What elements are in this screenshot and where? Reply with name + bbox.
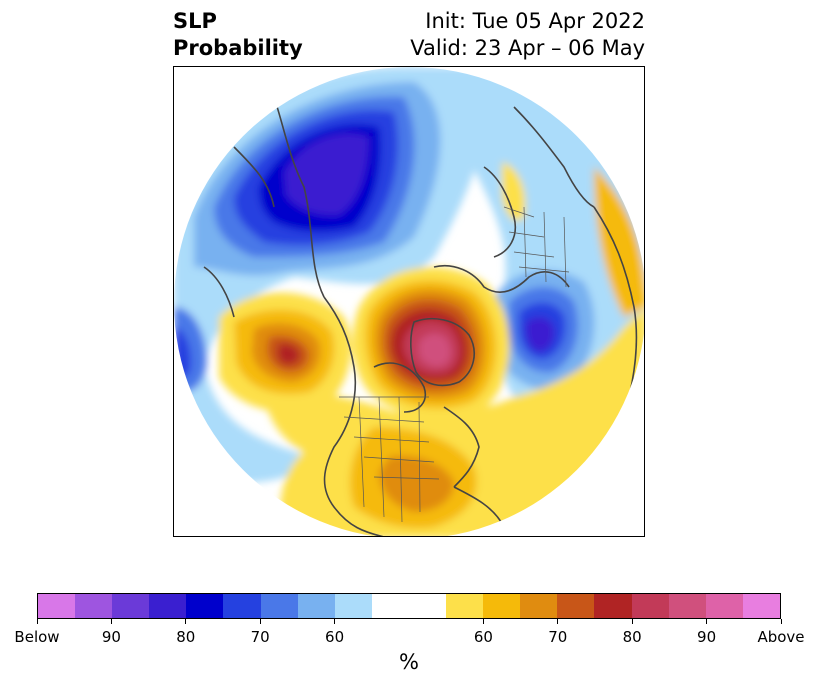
above-region-atlantic-east [594,167,644,317]
colorbar-segment [742,594,780,618]
title-right: Init: Tue 05 Apr 2022 Valid: 23 Apr – 06… [410,8,645,62]
colorbar-segment [75,594,113,618]
colorbar-segment [631,594,669,618]
colorbar-unit: % [399,650,419,674]
title-left: SLP Probability [173,8,303,62]
above-region-america-3 [379,455,454,512]
above-region-alaska-5 [277,343,300,365]
colorbar-segment [483,594,521,618]
colorbar-segment [446,594,484,618]
colorbar-tick-mark [110,619,112,624]
probability-map [174,67,644,536]
colorbar-tick-label: 60 [325,628,345,646]
above-region-greenland-7 [419,333,451,367]
colorbar-tick-label: Above [757,628,805,646]
colorbar-tick-label: 90 [697,628,717,646]
map-panel [173,66,645,537]
colorbar-segment [520,594,558,618]
colorbar-tick-mark [259,619,261,624]
colorbar-tick-label: 90 [101,628,121,646]
colorbar-segment [334,594,372,618]
colorbar-tick-mark [557,619,559,624]
colorbar-tick-mark [482,619,484,624]
valid-range: Valid: 23 Apr – 06 May [410,36,645,60]
colorbar-segment [260,594,298,618]
colorbar-segment [668,594,706,618]
title-variable: SLP [173,9,217,33]
colorbar-segment [186,594,224,618]
colorbar-tick-mark [185,619,187,624]
colorbar-segment [149,594,187,618]
below-region-europe-low-4 [525,316,555,352]
colorbar-tick-label: 70 [250,628,270,646]
colorbar-tick-mark [780,619,782,624]
colorbar-segment [38,594,76,618]
init-date: Init: Tue 05 Apr 2022 [425,9,645,33]
colorbar [37,593,781,619]
colorbar-tick-mark [334,619,336,624]
colorbar-tick-mark [631,619,633,624]
colorbar-segment [594,594,632,618]
colorbar-segment [408,594,447,618]
colorbar-tick-label: 80 [176,628,196,646]
colorbar-tick-label: 70 [548,628,568,646]
colorbar-tick-label: 60 [473,628,493,646]
colorbar-segment [112,594,150,618]
colorbar-tick-label: 80 [622,628,642,646]
colorbar-tick-mark [706,619,708,624]
colorbar-tick-label: Below [14,628,60,646]
colorbar-segment [557,594,595,618]
above-region-scandinavia [502,162,526,221]
title-product: Probability [173,36,303,60]
colorbar-segment [705,594,743,618]
colorbar-segment [371,594,409,618]
colorbar-segment [297,594,335,618]
colorbar-segment [223,594,261,618]
coastlines [203,96,638,536]
colorbar-tick-mark [36,619,38,624]
